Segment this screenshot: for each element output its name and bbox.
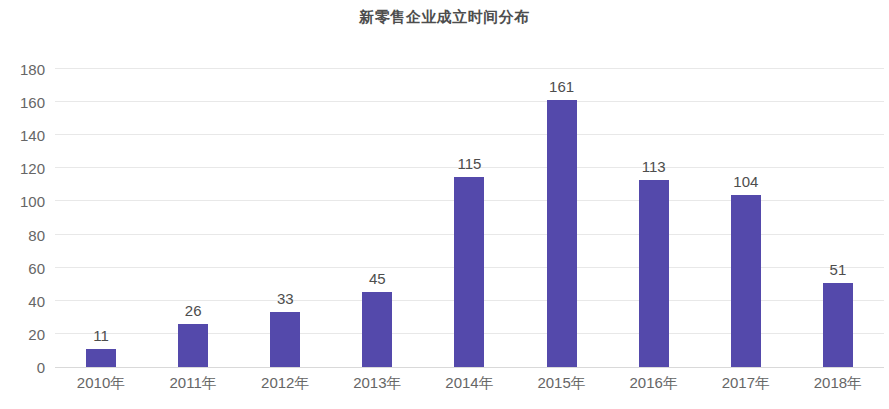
bar-slot: 45 xyxy=(331,70,423,367)
x-tick-label: 2014年 xyxy=(423,374,515,393)
x-tick-label: 2017年 xyxy=(700,374,792,393)
bar-slot: 104 xyxy=(700,70,792,367)
chart-title: 新零售企业成立时间分布 xyxy=(0,8,889,27)
bar[interactable] xyxy=(731,195,761,367)
bar-series: 11 26 33 45 115 161 113 104 51 xyxy=(55,70,884,367)
bar[interactable] xyxy=(454,177,484,367)
plot-area: 11 26 33 45 115 161 113 104 51 xyxy=(55,70,884,368)
bar[interactable] xyxy=(362,292,392,367)
gridline xyxy=(55,68,884,69)
bar-slot: 51 xyxy=(792,70,884,367)
bar-value-label: 45 xyxy=(369,271,386,286)
bar-slot: 115 xyxy=(423,70,515,367)
x-tick-label: 2018年 xyxy=(792,374,884,393)
bar[interactable] xyxy=(178,324,208,367)
bar[interactable] xyxy=(639,180,669,367)
y-tick-label: 120 xyxy=(0,161,45,176)
bar-slot: 11 xyxy=(55,70,147,367)
bar-slot: 33 xyxy=(239,70,331,367)
y-tick-label: 140 xyxy=(0,128,45,143)
bar-value-label: 11 xyxy=(93,328,109,343)
x-tick-label: 2016年 xyxy=(608,374,700,393)
bar[interactable] xyxy=(270,312,300,367)
bar[interactable] xyxy=(547,100,577,367)
y-tick-label: 60 xyxy=(0,261,45,276)
y-tick-label: 0 xyxy=(0,360,45,375)
y-axis-labels: 020406080100120140160180 xyxy=(0,70,45,368)
x-tick-label: 2010年 xyxy=(55,374,147,393)
x-tick-label: 2011年 xyxy=(147,374,239,393)
y-tick-label: 180 xyxy=(0,62,45,77)
bar-value-label: 113 xyxy=(642,159,666,174)
y-tick-label: 100 xyxy=(0,194,45,209)
bar-slot: 26 xyxy=(147,70,239,367)
bar[interactable] xyxy=(86,349,116,367)
y-tick-label: 80 xyxy=(0,228,45,243)
bar[interactable] xyxy=(823,283,853,367)
y-tick-label: 40 xyxy=(0,294,45,309)
x-tick-label: 2013年 xyxy=(331,374,423,393)
bar-value-label: 33 xyxy=(277,291,294,306)
bar-value-label: 104 xyxy=(733,174,758,189)
bar-chart: 新零售企业成立时间分布 0 20 40 60 80 100 120 140 160 180 11 2… xyxy=(0,0,889,409)
y-tick-label: 160 xyxy=(0,95,45,110)
bar-slot: 161 xyxy=(516,70,608,367)
bar-value-label: 115 xyxy=(458,156,482,171)
bar-value-label: 26 xyxy=(185,303,202,318)
bar-slot: 113 xyxy=(608,70,700,367)
y-tick-label: 20 xyxy=(0,327,45,342)
x-axis-labels: 2010年2011年2012年2013年2014年2015年2016年2017年… xyxy=(55,374,884,393)
x-tick-label: 2012年 xyxy=(239,374,331,393)
x-tick-label: 2015年 xyxy=(516,374,608,393)
bar-value-label: 51 xyxy=(830,262,847,277)
bar-value-label: 161 xyxy=(549,79,574,94)
